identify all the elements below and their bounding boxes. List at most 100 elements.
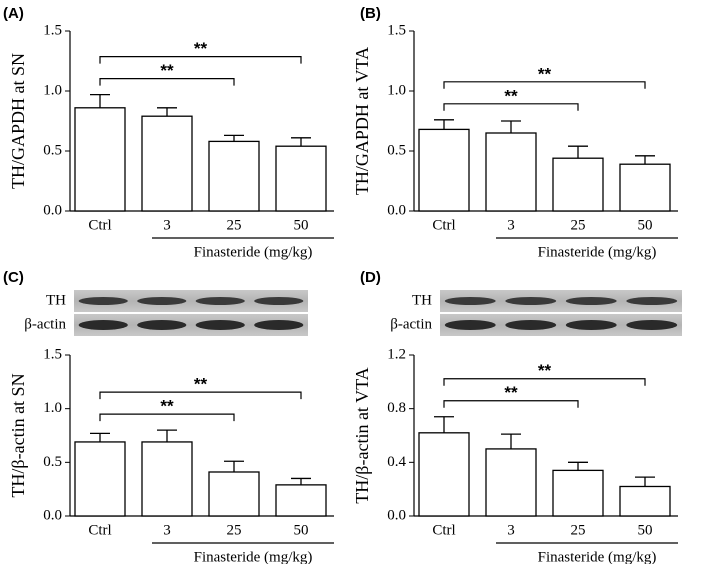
blot-band [565, 320, 617, 330]
x-axis-label: Finasteride (mg/kg) [194, 244, 313, 260]
blot-band [78, 320, 128, 330]
blot-band [444, 297, 496, 305]
blot-band [254, 320, 304, 330]
y-tick-label: 0.0 [387, 507, 406, 523]
significance-bracket [99, 56, 302, 64]
blot-band [137, 297, 187, 305]
blot-band [505, 320, 557, 330]
bar [208, 471, 260, 517]
blot-band [505, 297, 557, 305]
significance-label: ** [194, 39, 208, 58]
bar [418, 432, 470, 517]
x-tick-label: 25 [571, 217, 586, 233]
y-tick-label: 1.5 [43, 346, 62, 362]
blot-label: TH [46, 292, 66, 308]
significance-bracket [99, 413, 235, 422]
y-axis-label: TH/GAPDH at SN [8, 53, 28, 189]
blot-band [78, 297, 128, 305]
x-tick-label: 50 [638, 217, 653, 233]
significance-label: ** [504, 86, 518, 105]
y-tick-label: 1.0 [387, 82, 406, 98]
significance-label: ** [538, 361, 552, 380]
blot-strip [440, 290, 682, 312]
x-tick-label: 3 [507, 522, 515, 538]
y-tick-label: 0.4 [387, 454, 406, 470]
y-tick-label: 0.0 [43, 507, 62, 523]
y-tick-label: 0.8 [387, 400, 406, 416]
x-tick-label: 50 [294, 217, 309, 233]
bar [552, 469, 604, 517]
panel-label: (C) [3, 269, 24, 286]
x-tick-label: 25 [227, 217, 242, 233]
y-tick-label: 1.0 [43, 82, 62, 98]
bar [275, 145, 327, 212]
blot-band [626, 320, 678, 330]
blot-band [195, 297, 245, 305]
bar [619, 163, 671, 212]
y-tick-label: 1.0 [43, 400, 62, 416]
panel-label: (A) [3, 5, 24, 22]
x-tick-label: Ctrl [432, 217, 455, 233]
blot-band [565, 297, 617, 305]
x-tick-label: Ctrl [88, 217, 111, 233]
y-tick-label: 1.5 [387, 22, 406, 38]
y-tick-label: 0.0 [43, 202, 62, 218]
blot-band [195, 320, 245, 330]
blot-label: β-actin [24, 316, 66, 332]
bar [141, 115, 193, 212]
significance-bracket [443, 81, 646, 89]
bar [74, 107, 126, 212]
blot-strip [74, 314, 308, 336]
x-axis-label: Finasteride (mg/kg) [538, 549, 657, 564]
y-axis-label: TH/GAPDH at VTA [352, 47, 372, 195]
bar [485, 132, 537, 212]
bar [74, 441, 126, 517]
blot-band [444, 320, 496, 330]
y-tick-label: 0.5 [387, 142, 406, 158]
panel-label: (B) [360, 5, 381, 22]
y-tick-label: 0.0 [387, 202, 406, 218]
y-tick-label: 1.2 [387, 346, 406, 362]
x-tick-label: Ctrl [88, 522, 111, 538]
blot-band [137, 320, 187, 330]
blot-band [254, 297, 304, 305]
blot-strip [74, 290, 308, 312]
blot-label: β-actin [390, 316, 432, 332]
significance-label: ** [160, 61, 174, 80]
significance-bracket [443, 103, 579, 111]
panel-label: (D) [360, 269, 381, 286]
y-tick-label: 1.5 [43, 22, 62, 38]
blot-label: TH [412, 292, 432, 308]
x-tick-label: 25 [227, 522, 242, 538]
significance-bracket [99, 391, 302, 400]
y-tick-label: 0.5 [43, 142, 62, 158]
x-tick-label: 3 [163, 522, 171, 538]
significance-bracket [443, 378, 646, 386]
significance-bracket [443, 400, 579, 408]
bar [619, 485, 671, 517]
y-axis-label: TH/β-actin at SN [8, 373, 28, 497]
x-tick-label: 25 [571, 522, 586, 538]
bar [275, 484, 327, 517]
blot-strip [440, 314, 682, 336]
bar [418, 128, 470, 212]
significance-label: ** [504, 383, 518, 402]
x-tick-label: 3 [507, 217, 515, 233]
x-axis-label: Finasteride (mg/kg) [538, 244, 657, 260]
x-tick-label: 50 [294, 522, 309, 538]
x-tick-label: 50 [638, 522, 653, 538]
y-tick-label: 0.5 [43, 454, 62, 470]
blot-band [626, 297, 678, 305]
significance-label: ** [538, 64, 552, 83]
bar [485, 448, 537, 517]
x-tick-label: Ctrl [432, 522, 455, 538]
significance-label: ** [160, 397, 174, 416]
x-tick-label: 3 [163, 217, 171, 233]
x-axis-label: Finasteride (mg/kg) [194, 549, 313, 564]
bar [552, 157, 604, 212]
y-axis-label: TH/β-actin at VTA [352, 367, 372, 503]
significance-label: ** [194, 375, 208, 394]
bar [208, 140, 260, 212]
bar [141, 441, 193, 517]
